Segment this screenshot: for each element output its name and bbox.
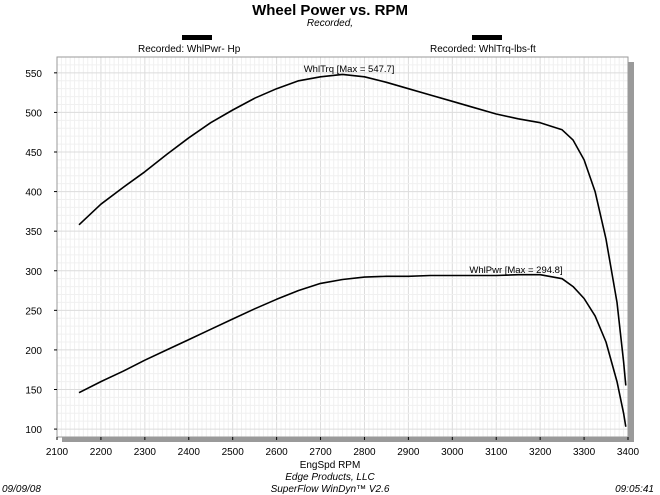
y-tick-label: 150 [25, 386, 42, 397]
x-axis-label: EngSpd RPM [299, 460, 361, 471]
x-tick-label: 2600 [265, 447, 288, 458]
y-tick-label: 200 [25, 346, 42, 357]
x-tick-label: 2200 [90, 447, 113, 458]
y-tick-label: 400 [25, 188, 42, 199]
x-tick-label: 3100 [485, 447, 508, 458]
x-tick-label: 2500 [222, 447, 245, 458]
y-tick-label: 100 [25, 425, 42, 436]
chart-series [78, 73, 627, 427]
y-tick-label: 350 [25, 227, 42, 238]
footer-time: 09:05:41 [615, 484, 654, 495]
x-tick-label: 2300 [134, 447, 157, 458]
annotation-label: WhlTrq [Max = 547.7] [304, 64, 395, 75]
x-tick-label: 2100 [46, 447, 69, 458]
series-line-whlpwr [78, 273, 627, 427]
x-tick-label: 2700 [309, 447, 332, 458]
chart-annotations: WhlTrq [Max = 547.7] WhlPwr [Max = 294.8] [304, 64, 563, 276]
legend-swatch-torque [472, 35, 502, 40]
footer-software: SuperFlow WinDyn™ V2.6 [270, 484, 390, 495]
x-tick-label: 3300 [573, 447, 596, 458]
x-tick-label: 2900 [397, 447, 420, 458]
y-tick-label: 500 [25, 108, 42, 119]
series-line-whltrq [78, 73, 627, 386]
x-tick-label: 2400 [178, 447, 201, 458]
y-axis-ticks: 100 150 200 250 300 350 400 450 500 550 [25, 69, 57, 436]
x-tick-label: 3200 [529, 447, 552, 458]
legend-label-torque: Recorded: WhlTrq-lbs-ft [430, 44, 536, 55]
x-tick-label: 2800 [353, 447, 376, 458]
footer-company: Edge Products, LLC [285, 472, 375, 483]
plot-right-shadow [628, 62, 634, 442]
y-tick-label: 450 [25, 148, 42, 159]
chart-subtitle: Recorded, [306, 18, 354, 29]
y-tick-label: 550 [25, 69, 42, 80]
legend-swatch-power [182, 35, 212, 40]
chart-grid [56, 56, 629, 438]
annotation-label: WhlPwr [Max = 294.8] [469, 265, 562, 276]
footer-date: 09/09/08 [2, 484, 41, 495]
x-tick-label: 3000 [441, 447, 464, 458]
y-tick-label: 250 [25, 306, 42, 317]
chart-title: Wheel Power vs. RPM [252, 2, 408, 19]
legend-label-power: Recorded: WhlPwr- Hp [138, 44, 241, 55]
plot-bottom-shadow [62, 437, 634, 442]
y-tick-label: 300 [25, 267, 42, 278]
x-axis-ticks: 2100 2200 2300 2400 2500 2600 2700 2800 2900 3000… [46, 437, 640, 458]
x-tick-label: 3400 [617, 447, 640, 458]
